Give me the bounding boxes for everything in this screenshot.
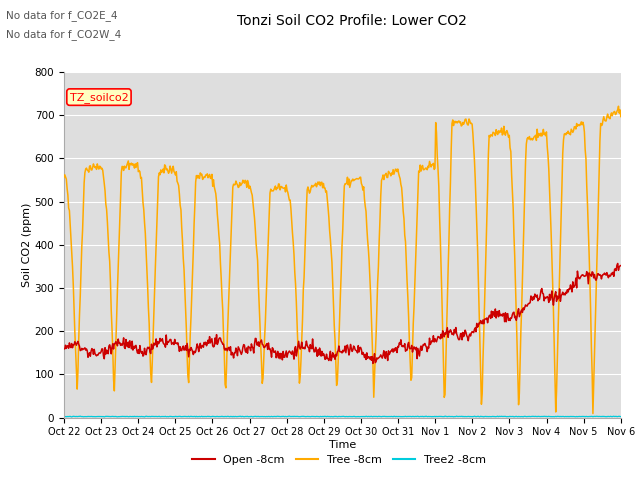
Text: No data for f_CO2W_4: No data for f_CO2W_4 — [6, 29, 122, 40]
Legend: Open -8cm, Tree -8cm, Tree2 -8cm: Open -8cm, Tree -8cm, Tree2 -8cm — [188, 451, 490, 469]
Y-axis label: Soil CO2 (ppm): Soil CO2 (ppm) — [22, 203, 32, 287]
Text: TZ_soilco2: TZ_soilco2 — [70, 92, 128, 103]
Text: Tonzi Soil CO2 Profile: Lower CO2: Tonzi Soil CO2 Profile: Lower CO2 — [237, 14, 467, 28]
X-axis label: Time: Time — [329, 440, 356, 450]
Text: No data for f_CO2E_4: No data for f_CO2E_4 — [6, 10, 118, 21]
